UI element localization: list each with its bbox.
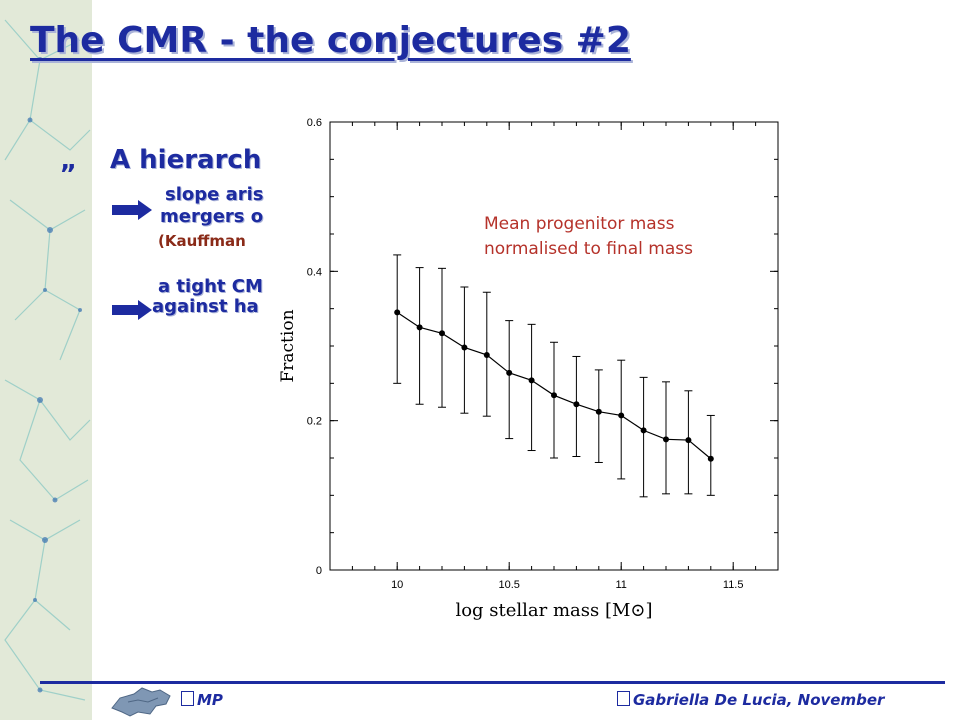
x-tick-label: 10 (391, 579, 403, 591)
x-tick-label: 11.5 (723, 579, 744, 591)
data-point (461, 344, 468, 351)
data-point (551, 392, 557, 399)
y-tick-label: 0.6 (307, 117, 322, 129)
data-point (528, 377, 535, 384)
footer-right: Gabriella De Lucia, November (617, 691, 884, 709)
chart-annotation: Mean progenitor mass normalised to final… (484, 212, 693, 262)
decorative-sidebar-strip (0, 0, 92, 720)
y-axis-label: Fraction (278, 309, 298, 382)
x-axis-label: log stellar mass [M⊙] (455, 600, 652, 621)
data-point (685, 437, 692, 444)
progenitor-mass-chart: 10 10.5 11 11.5 0 0.2 0.4 0.6 log stellar mass [… (268, 100, 788, 630)
bullet-icon: „ (60, 146, 78, 176)
footer-left-text: MP (197, 691, 223, 709)
sub-point-2-line-2: against ha (152, 296, 259, 317)
arrow-icon (112, 300, 152, 320)
data-point (416, 324, 423, 331)
y-tick-label: 0.4 (307, 266, 322, 278)
data-point (483, 351, 490, 358)
footer-right-text: Gabriella De Lucia, November (633, 691, 885, 709)
sub-point-1-reference: (Kauffman (158, 232, 246, 250)
arrow-icon (112, 200, 152, 220)
sub-point-1-line-2: mergers o (160, 206, 264, 227)
data-point (394, 309, 401, 316)
x-tick-label: 10.5 (498, 579, 519, 591)
footer-left: MP (181, 691, 223, 709)
data-point (573, 401, 580, 408)
y-tick-label: 0.2 (307, 416, 322, 428)
checkbox-glyph-icon (617, 691, 630, 706)
slide-title: The CMR - the conjectures #2 (30, 20, 631, 61)
footer-logo-icon (111, 687, 171, 717)
data-point (707, 455, 714, 462)
x-tick-label: 11 (615, 579, 626, 591)
annotation-line-1: Mean progenitor mass (484, 214, 675, 234)
data-point (595, 408, 602, 415)
cosmic-web-pattern (0, 0, 92, 720)
footer-divider (40, 681, 945, 684)
data-point (640, 427, 647, 434)
data-point (618, 412, 625, 419)
sub-point-2-line-1: a tight CM (158, 276, 263, 297)
checkbox-glyph-icon (181, 691, 194, 706)
y-tick-label: 0 (316, 565, 322, 577)
bullet-text: A hierarch (110, 145, 262, 175)
data-point (439, 330, 445, 337)
sub-point-1-line-1: slope aris (165, 184, 264, 205)
chart-svg: 10 10.5 11 11.5 0 0.2 0.4 0.6 log stellar mass [… (278, 117, 779, 621)
annotation-line-2: normalised to final mass (484, 239, 693, 259)
data-point (663, 436, 669, 443)
data-point (506, 369, 513, 376)
